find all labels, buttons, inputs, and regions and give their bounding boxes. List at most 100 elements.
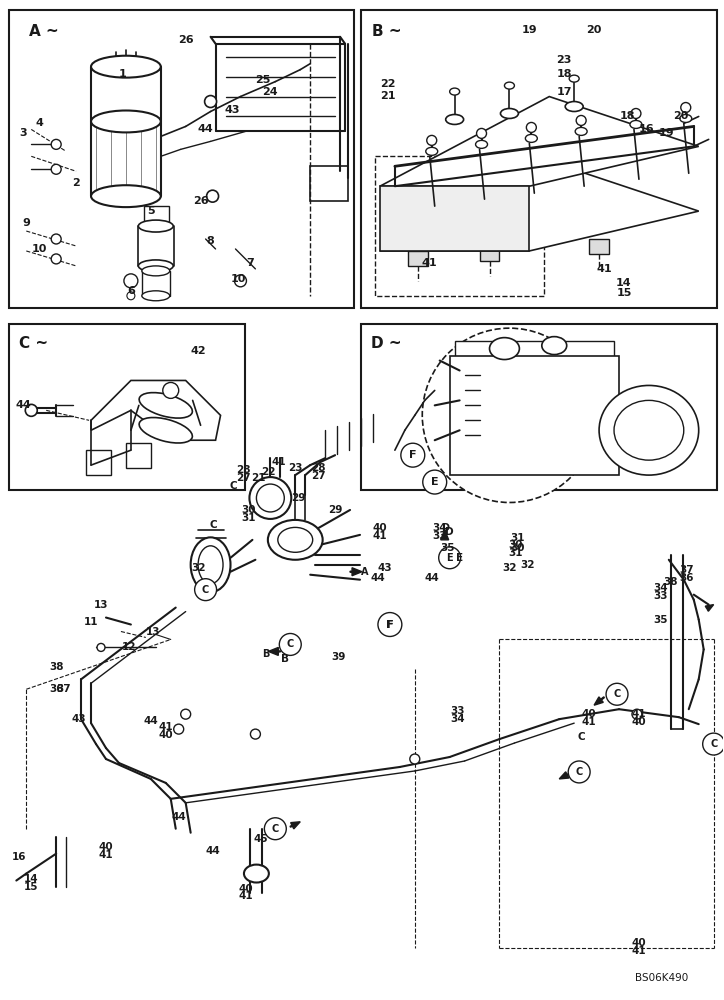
Ellipse shape	[139, 393, 193, 418]
Text: 3: 3	[20, 128, 27, 138]
Text: 25: 25	[255, 75, 270, 85]
Circle shape	[25, 404, 37, 416]
Text: 32: 32	[191, 563, 206, 573]
FancyArrow shape	[705, 605, 714, 611]
Text: C: C	[576, 767, 583, 777]
Text: 35: 35	[654, 615, 668, 625]
Ellipse shape	[256, 484, 285, 512]
Text: C: C	[577, 732, 585, 742]
Polygon shape	[380, 161, 699, 251]
Text: 15: 15	[616, 288, 631, 298]
Text: 16: 16	[12, 852, 27, 862]
Circle shape	[576, 115, 586, 125]
Text: C: C	[272, 824, 279, 834]
Ellipse shape	[680, 114, 691, 122]
Text: 29: 29	[291, 493, 306, 503]
Text: 20: 20	[673, 111, 689, 121]
Text: C: C	[202, 585, 209, 595]
Text: 18: 18	[557, 69, 572, 79]
Text: 13: 13	[93, 600, 109, 610]
Text: C: C	[710, 739, 717, 749]
Ellipse shape	[250, 477, 291, 519]
Text: 36: 36	[49, 684, 64, 694]
Text: 44: 44	[205, 846, 220, 856]
Ellipse shape	[614, 400, 683, 460]
Text: 40: 40	[631, 938, 647, 948]
Bar	[310, 166, 348, 201]
Circle shape	[526, 122, 536, 132]
Text: 41: 41	[582, 717, 597, 727]
Ellipse shape	[426, 147, 438, 155]
Polygon shape	[91, 380, 221, 440]
Circle shape	[378, 613, 402, 636]
Text: 31: 31	[510, 533, 525, 543]
Ellipse shape	[138, 260, 173, 272]
Circle shape	[423, 470, 447, 494]
Text: 11: 11	[84, 617, 98, 627]
Circle shape	[681, 103, 691, 112]
Text: 21: 21	[251, 473, 266, 483]
Circle shape	[410, 754, 420, 764]
Ellipse shape	[599, 385, 699, 475]
Text: 38: 38	[49, 662, 64, 672]
Ellipse shape	[542, 337, 567, 355]
Ellipse shape	[450, 88, 460, 95]
Text: 15: 15	[24, 882, 38, 892]
Bar	[144, 206, 169, 226]
Circle shape	[476, 128, 487, 138]
Circle shape	[251, 729, 261, 739]
Ellipse shape	[91, 185, 161, 207]
Text: 8: 8	[207, 236, 214, 246]
Text: F: F	[409, 450, 416, 460]
Text: C: C	[613, 689, 620, 699]
Text: 44: 44	[143, 716, 158, 726]
Ellipse shape	[630, 120, 642, 128]
Ellipse shape	[565, 102, 583, 111]
Bar	[479, 246, 500, 261]
Text: BS06K490: BS06K490	[636, 973, 689, 983]
Text: 44: 44	[198, 124, 214, 134]
Text: 44: 44	[15, 400, 31, 410]
Bar	[589, 239, 609, 254]
Text: 41: 41	[422, 258, 437, 268]
Text: 41: 41	[238, 891, 253, 901]
Text: 28: 28	[311, 463, 325, 473]
Text: 4: 4	[35, 118, 43, 128]
Text: 43: 43	[378, 563, 392, 573]
Text: A ~: A ~	[29, 24, 59, 39]
Text: 14: 14	[24, 874, 38, 884]
Text: 42: 42	[191, 346, 206, 356]
Text: 31: 31	[508, 548, 523, 558]
Ellipse shape	[244, 865, 269, 883]
Text: 44: 44	[172, 812, 186, 822]
Text: 30: 30	[510, 543, 525, 553]
Text: 6: 6	[127, 286, 135, 296]
Text: 45: 45	[253, 834, 268, 844]
Text: 41: 41	[631, 709, 647, 719]
Text: C: C	[230, 481, 237, 491]
Polygon shape	[380, 186, 529, 251]
Bar	[455, 341, 614, 361]
Text: 14: 14	[616, 278, 632, 288]
FancyArrow shape	[441, 530, 449, 540]
Ellipse shape	[500, 109, 518, 118]
Text: 20: 20	[586, 25, 602, 35]
Text: C ~: C ~	[20, 336, 49, 351]
Text: 40: 40	[98, 842, 113, 852]
Circle shape	[124, 274, 138, 288]
Bar	[361, 10, 717, 308]
Ellipse shape	[198, 546, 223, 584]
Text: 30: 30	[508, 540, 523, 550]
Text: 9: 9	[22, 218, 30, 228]
Text: 23: 23	[557, 55, 572, 65]
Text: 31: 31	[241, 513, 256, 523]
Text: A: A	[361, 567, 369, 577]
Circle shape	[51, 254, 61, 264]
Text: 33: 33	[654, 591, 668, 601]
Bar	[9, 324, 245, 490]
Text: 29: 29	[328, 505, 342, 515]
Text: 22: 22	[261, 467, 276, 477]
Bar	[470, 375, 539, 425]
Ellipse shape	[268, 520, 323, 560]
Text: E: E	[447, 553, 453, 563]
